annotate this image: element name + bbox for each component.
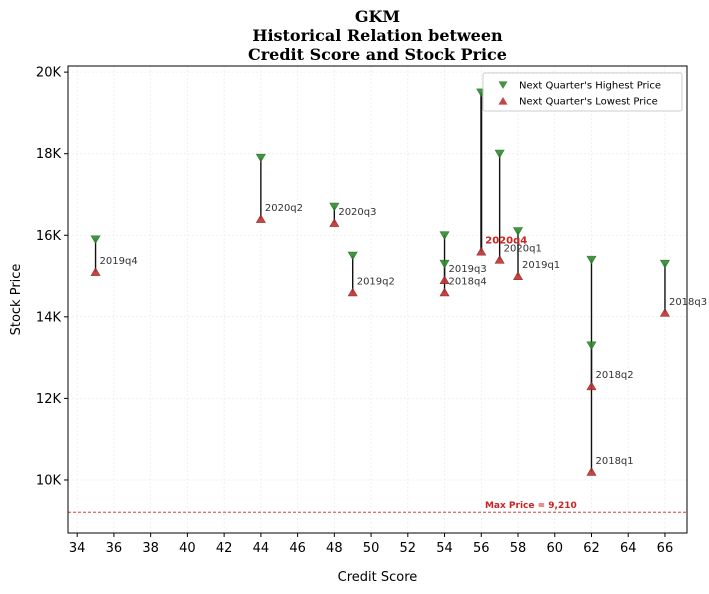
high-price-marker <box>586 255 597 265</box>
point-label: 2019q2 <box>357 276 395 287</box>
point-label: 2018q3 <box>669 297 707 308</box>
y-axis-label: Stock Price <box>9 264 24 336</box>
x-axis-ticks: 34 36 38 40 42 44 46 48 50 52 54 56 58 60 62 64 66 <box>69 533 673 556</box>
high-price-marker <box>512 227 524 236</box>
point-label: 2019q4 <box>100 256 138 267</box>
high-price-marker <box>586 341 597 351</box>
legend-entry: Next Quarter's Highest Price <box>519 81 661 92</box>
point-label: 2019q3 <box>449 264 487 275</box>
point-label: 2020q2 <box>265 203 303 214</box>
high-price-marker <box>659 259 670 269</box>
x-tick-label: 38 <box>142 541 159 556</box>
x-tick-label: 54 <box>436 541 453 556</box>
high-price-marker <box>347 251 358 261</box>
point-label: 2020q1 <box>504 244 542 255</box>
low-price-marker <box>439 275 450 285</box>
reference-line-group: Max Price = 9,210 <box>68 501 687 513</box>
x-tick-label: 66 <box>657 541 674 556</box>
x-tick-label: 34 <box>69 541 86 556</box>
x-tick-label: 60 <box>546 541 563 556</box>
point-label: 2018q1 <box>595 456 633 467</box>
x-tick-label: 44 <box>253 541 270 556</box>
grid <box>68 66 687 533</box>
x-tick-label: 58 <box>510 541 527 556</box>
low-price-marker <box>586 467 597 476</box>
x-tick-label: 40 <box>179 541 196 556</box>
y-axis-ticks: 10K 12K 14K 16K 18K 20K <box>36 66 68 488</box>
low-price-marker <box>329 218 340 227</box>
legend-marker <box>498 81 508 90</box>
low-price-marker <box>90 267 101 276</box>
point-label: 2019q1 <box>522 260 560 271</box>
high-price-marker <box>90 235 101 244</box>
low-price-marker <box>347 287 358 297</box>
legend-marker <box>498 96 508 105</box>
high-price-marker <box>255 153 266 163</box>
legend: Next Quarter's Highest Price Next Quarter… <box>482 72 683 112</box>
reference-line-label: Max Price = 9,210 <box>485 501 577 511</box>
title-line-2: Historical Relation between <box>252 26 503 45</box>
low-price-marker <box>476 246 487 256</box>
x-tick-label: 56 <box>473 541 490 556</box>
point-label: 2020q3 <box>338 207 376 218</box>
title-line-3: Credit Score and Stock Price <box>248 45 507 64</box>
high-price-marker <box>439 259 450 269</box>
point-label: 2018q2 <box>595 370 633 381</box>
point-label: 2018q4 <box>449 276 487 287</box>
legend-entry: Next Quarter's Lowest Price <box>519 97 658 108</box>
legend-box <box>482 72 683 112</box>
y-tick-label: 14K <box>36 310 62 325</box>
x-tick-label: 42 <box>216 541 233 556</box>
x-tick-label: 52 <box>400 541 417 556</box>
high-price-marker <box>329 202 340 212</box>
x-tick-label: 48 <box>326 541 343 556</box>
low-price-marker <box>659 308 670 317</box>
x-tick-label: 50 <box>363 541 380 556</box>
range-stems <box>94 92 666 472</box>
y-tick-label: 12K <box>36 392 62 407</box>
x-tick-label: 64 <box>620 541 637 556</box>
point-label: 2020q4 <box>485 236 527 247</box>
low-price-marker <box>255 214 266 223</box>
low-price-marker <box>512 271 524 280</box>
x-tick-label: 36 <box>106 541 123 556</box>
high-price-marker <box>439 231 450 240</box>
low-price-marker <box>494 255 505 264</box>
title-line-1: GKM <box>355 7 400 26</box>
low-price-marker <box>586 381 597 391</box>
y-tick-label: 18K <box>36 147 62 162</box>
low-price-marker <box>439 287 450 297</box>
y-tick-label: 20K <box>36 66 62 81</box>
y-tick-label: 10K <box>36 473 62 488</box>
high-price-marker <box>494 149 505 159</box>
x-tick-label: 46 <box>289 541 306 556</box>
x-tick-label: 62 <box>583 541 600 556</box>
plot-area-frame <box>67 65 688 534</box>
y-tick-label: 16K <box>36 229 62 244</box>
x-axis-label: Credit Score <box>338 570 418 585</box>
